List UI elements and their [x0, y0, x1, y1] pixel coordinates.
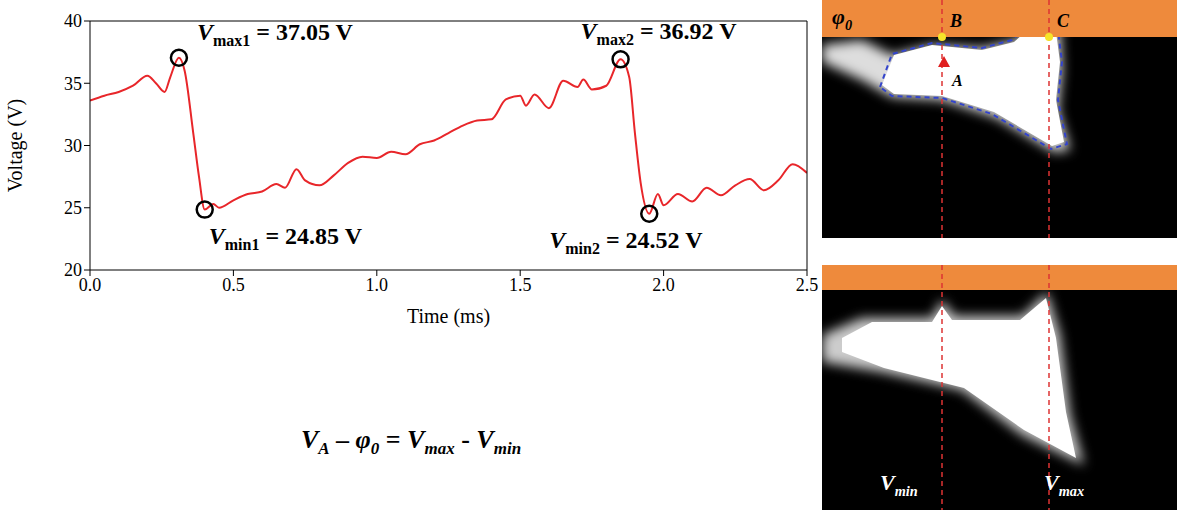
- svg-text:1.0: 1.0: [366, 275, 389, 295]
- svg-text:35: 35: [64, 74, 82, 94]
- svg-text:A: A: [951, 72, 963, 89]
- svg-text:Vmax2 = 36.92 V: Vmax2 = 36.92 V: [581, 18, 738, 48]
- svg-text:φ0: φ0: [832, 4, 852, 33]
- svg-text:Time (ms): Time (ms): [407, 305, 490, 328]
- svg-text:B: B: [949, 11, 962, 31]
- svg-text:Vmax: Vmax: [1044, 470, 1084, 499]
- svg-text:1.5: 1.5: [509, 275, 532, 295]
- svg-text:2.0: 2.0: [652, 275, 675, 295]
- svg-text:30: 30: [64, 136, 82, 156]
- svg-text:2.5: 2.5: [796, 275, 819, 295]
- svg-text:20: 20: [64, 260, 82, 280]
- html-text:VA– φ0= Vmax- Vmin: VA– φ0= Vmax- Vmin: [300, 425, 522, 459]
- svg-text:Voltage (V): Voltage (V): [4, 99, 27, 193]
- svg-text:25: 25: [64, 198, 82, 218]
- svg-text:Vmax1 = 37.05 V: Vmax1 = 37.05 V: [197, 19, 354, 49]
- svg-text:40: 40: [64, 11, 82, 31]
- svg-text:Vmin1 = 24.85 V: Vmin1 = 24.85 V: [209, 223, 363, 253]
- svg-text:Vmin: Vmin: [880, 470, 918, 499]
- svg-text:Vmin2 = 24.52 V: Vmin2 = 24.52 V: [549, 227, 703, 257]
- svg-text:C: C: [1057, 11, 1070, 31]
- svg-text:0.0: 0.0: [79, 275, 102, 295]
- svg-text:0.5: 0.5: [222, 275, 245, 295]
